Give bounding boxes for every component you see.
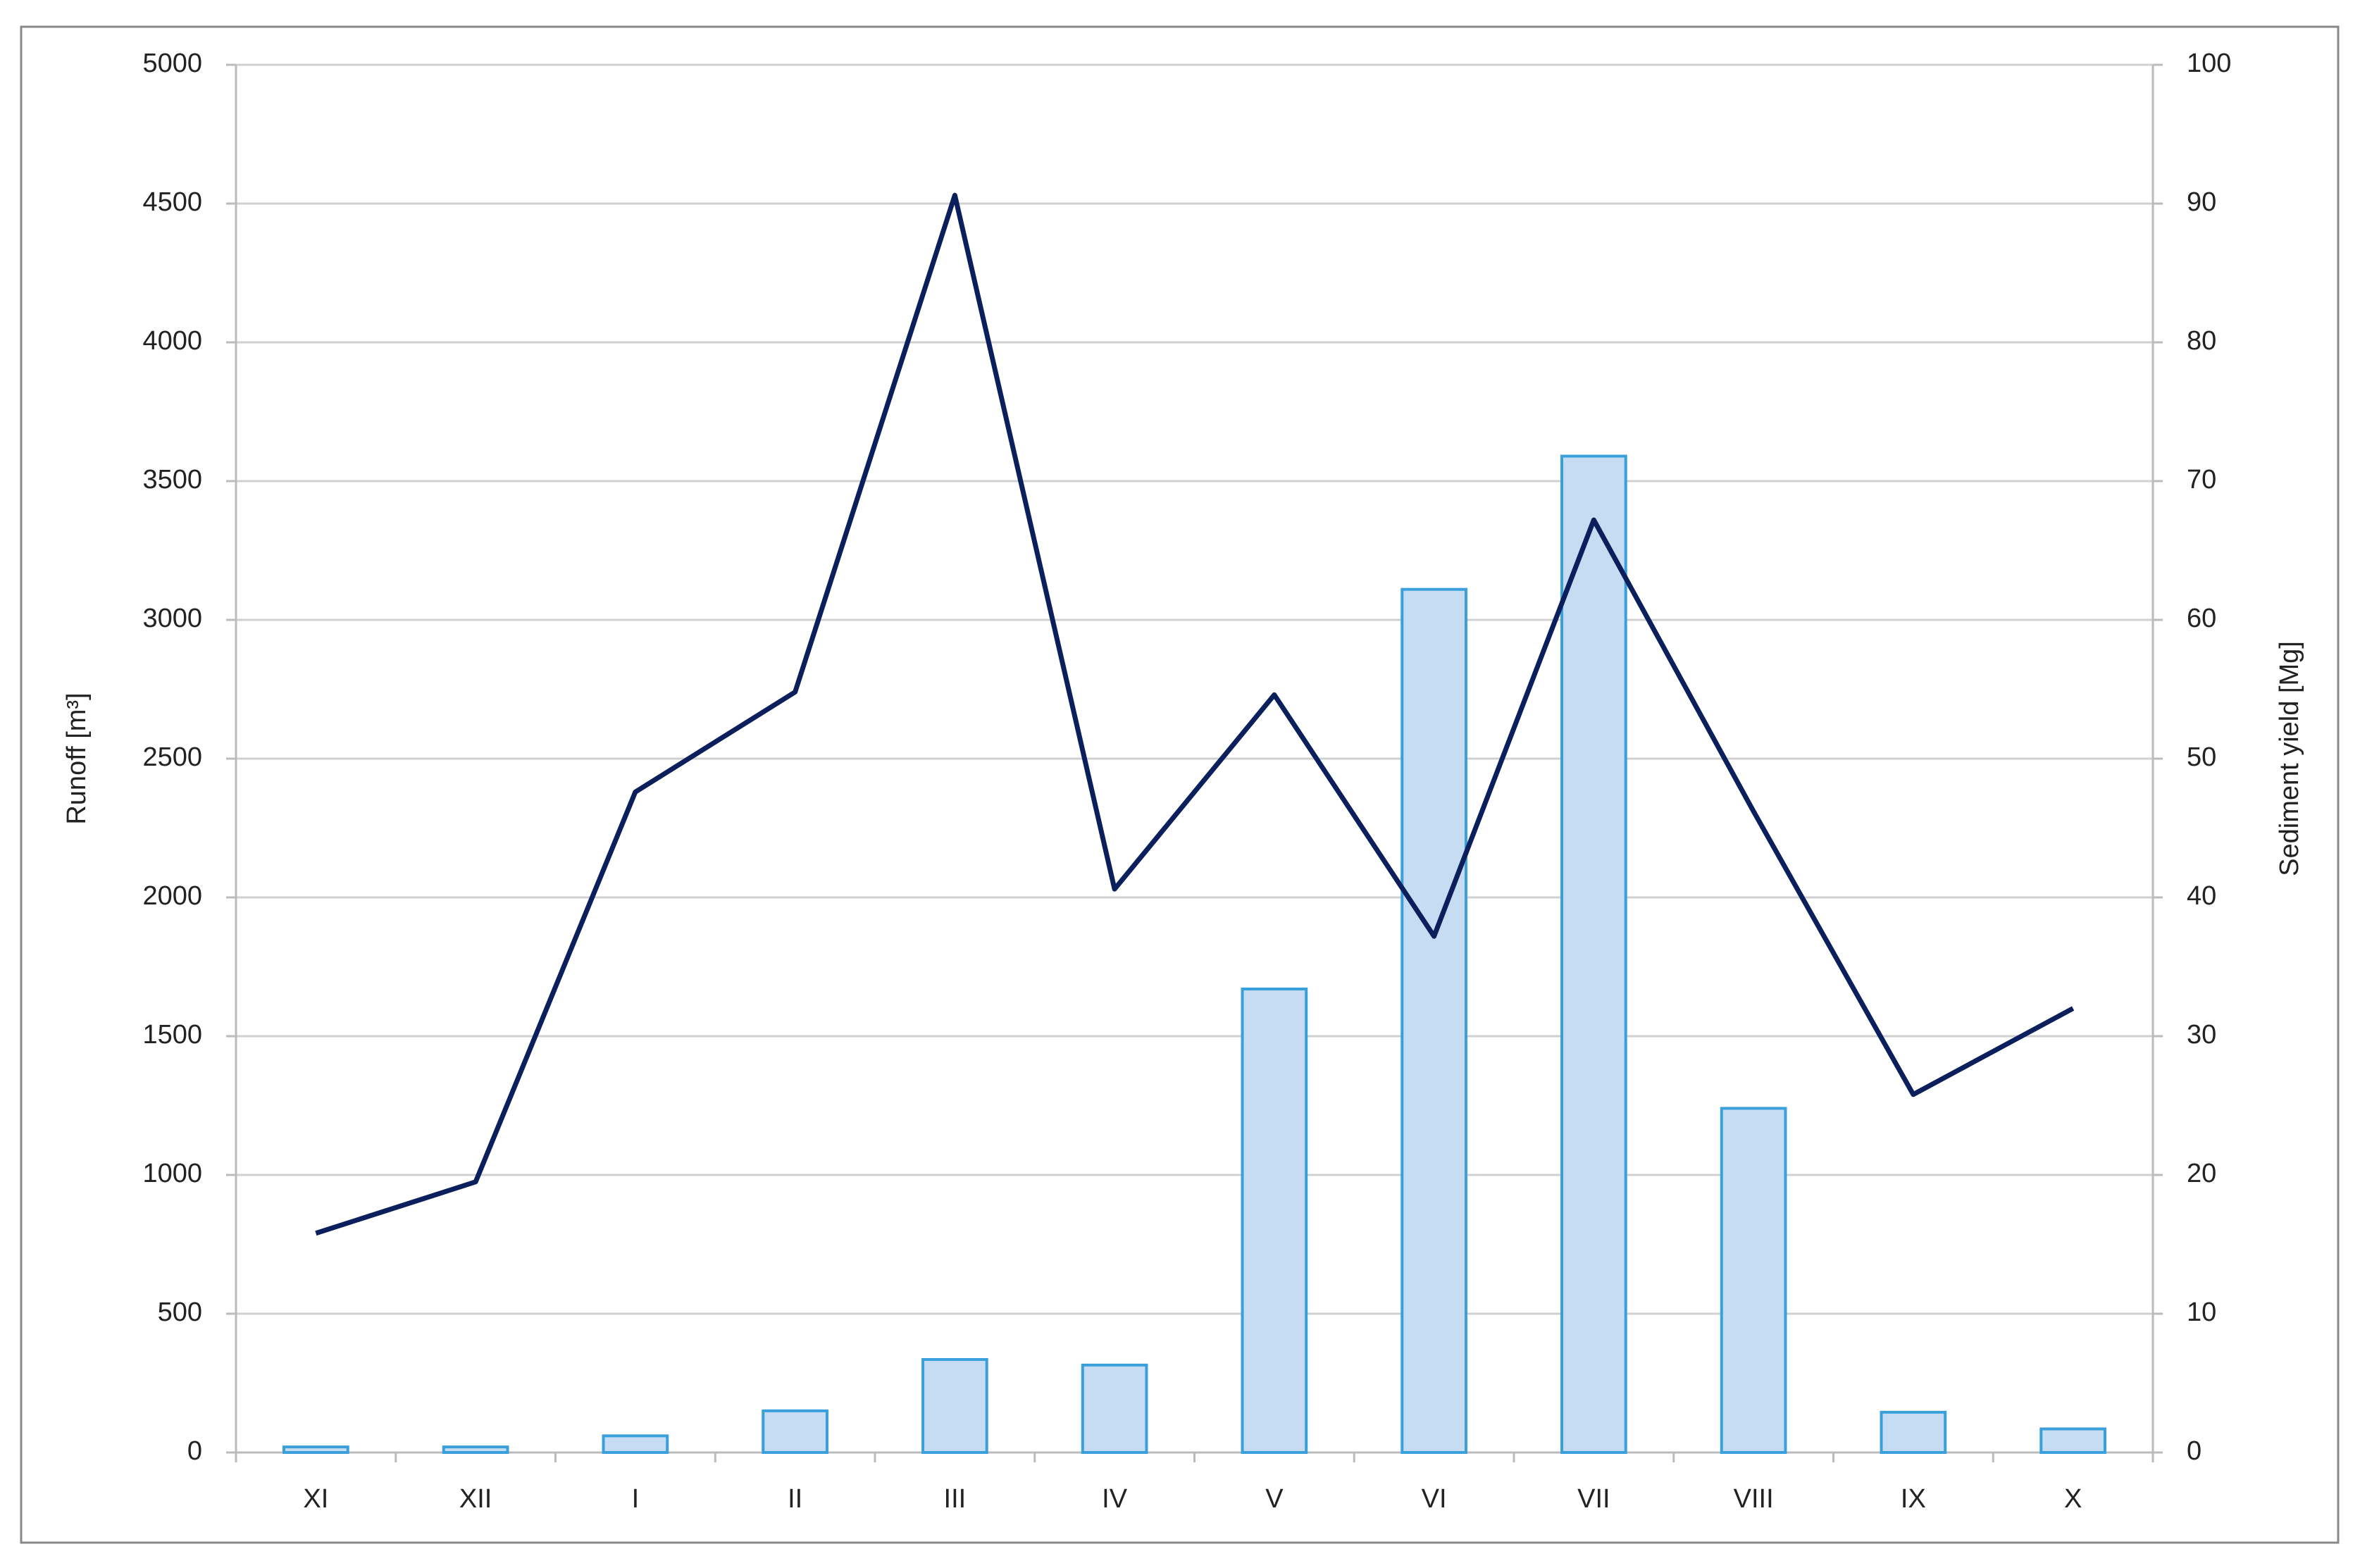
y-tick-label: 2500 [142,742,202,772]
y-tick-label: 500 [158,1298,202,1327]
y-axis-title: Runoff [m³] [62,692,92,824]
x-tick-label: III [944,1484,967,1514]
bar [762,1409,828,1455]
x-tick-label: I [632,1484,640,1514]
y-tick-label: 4500 [142,187,202,217]
line [315,192,2075,1236]
bar [2039,1427,2106,1455]
y-tick-label: 1000 [142,1159,202,1188]
y2-tick-label: 80 [2187,326,2216,356]
y2-tick-label: 40 [2187,881,2216,911]
y2-tick-label: 100 [2187,49,2231,78]
y-tick-label: 0 [187,1436,202,1466]
x-tick-label: IV [1102,1484,1128,1514]
bar [442,1445,509,1455]
bar [1880,1410,1947,1454]
y2-tick-label: 90 [2187,187,2216,217]
x-tick-label: XI [303,1484,328,1514]
y2-tick-label: 60 [2187,604,2216,633]
bar [1560,454,1627,1454]
x-tick-label: VI [1422,1484,1447,1514]
chart-frame [20,25,2340,1544]
x-tick-label: IX [1901,1484,1926,1514]
x-tick-label: VIII [1734,1484,1774,1514]
bar [602,1434,669,1454]
y2-tick-label: 50 [2187,742,2216,772]
y-tick-label: 3500 [142,465,202,494]
y-tick-label: 2000 [142,881,202,911]
bar [921,1358,988,1455]
bar [282,1445,349,1455]
bar [1720,1107,1787,1454]
y-tick-label: 1500 [142,1020,202,1050]
bar [1401,587,1467,1454]
y-tick-label: 4000 [142,326,202,356]
y2-tick-label: 20 [2187,1159,2216,1188]
x-tick-label: VII [1577,1484,1610,1514]
y2-tick-label: 10 [2187,1298,2216,1327]
bar [1081,1363,1148,1455]
x-tick-label: XII [459,1484,492,1514]
y2-tick-label: 0 [2187,1436,2201,1466]
x-tick-label: X [2064,1484,2082,1514]
x-tick-label: II [788,1484,802,1514]
x-tick-label: V [1265,1484,1284,1514]
y2-tick-label: 70 [2187,465,2216,494]
y-tick-label: 3000 [142,604,202,633]
y-tick-label: 5000 [142,49,202,78]
bar [1241,988,1308,1454]
y2-tick-label: 30 [2187,1020,2216,1050]
y2-axis-title: Sediment yield [Mg] [2275,641,2304,876]
